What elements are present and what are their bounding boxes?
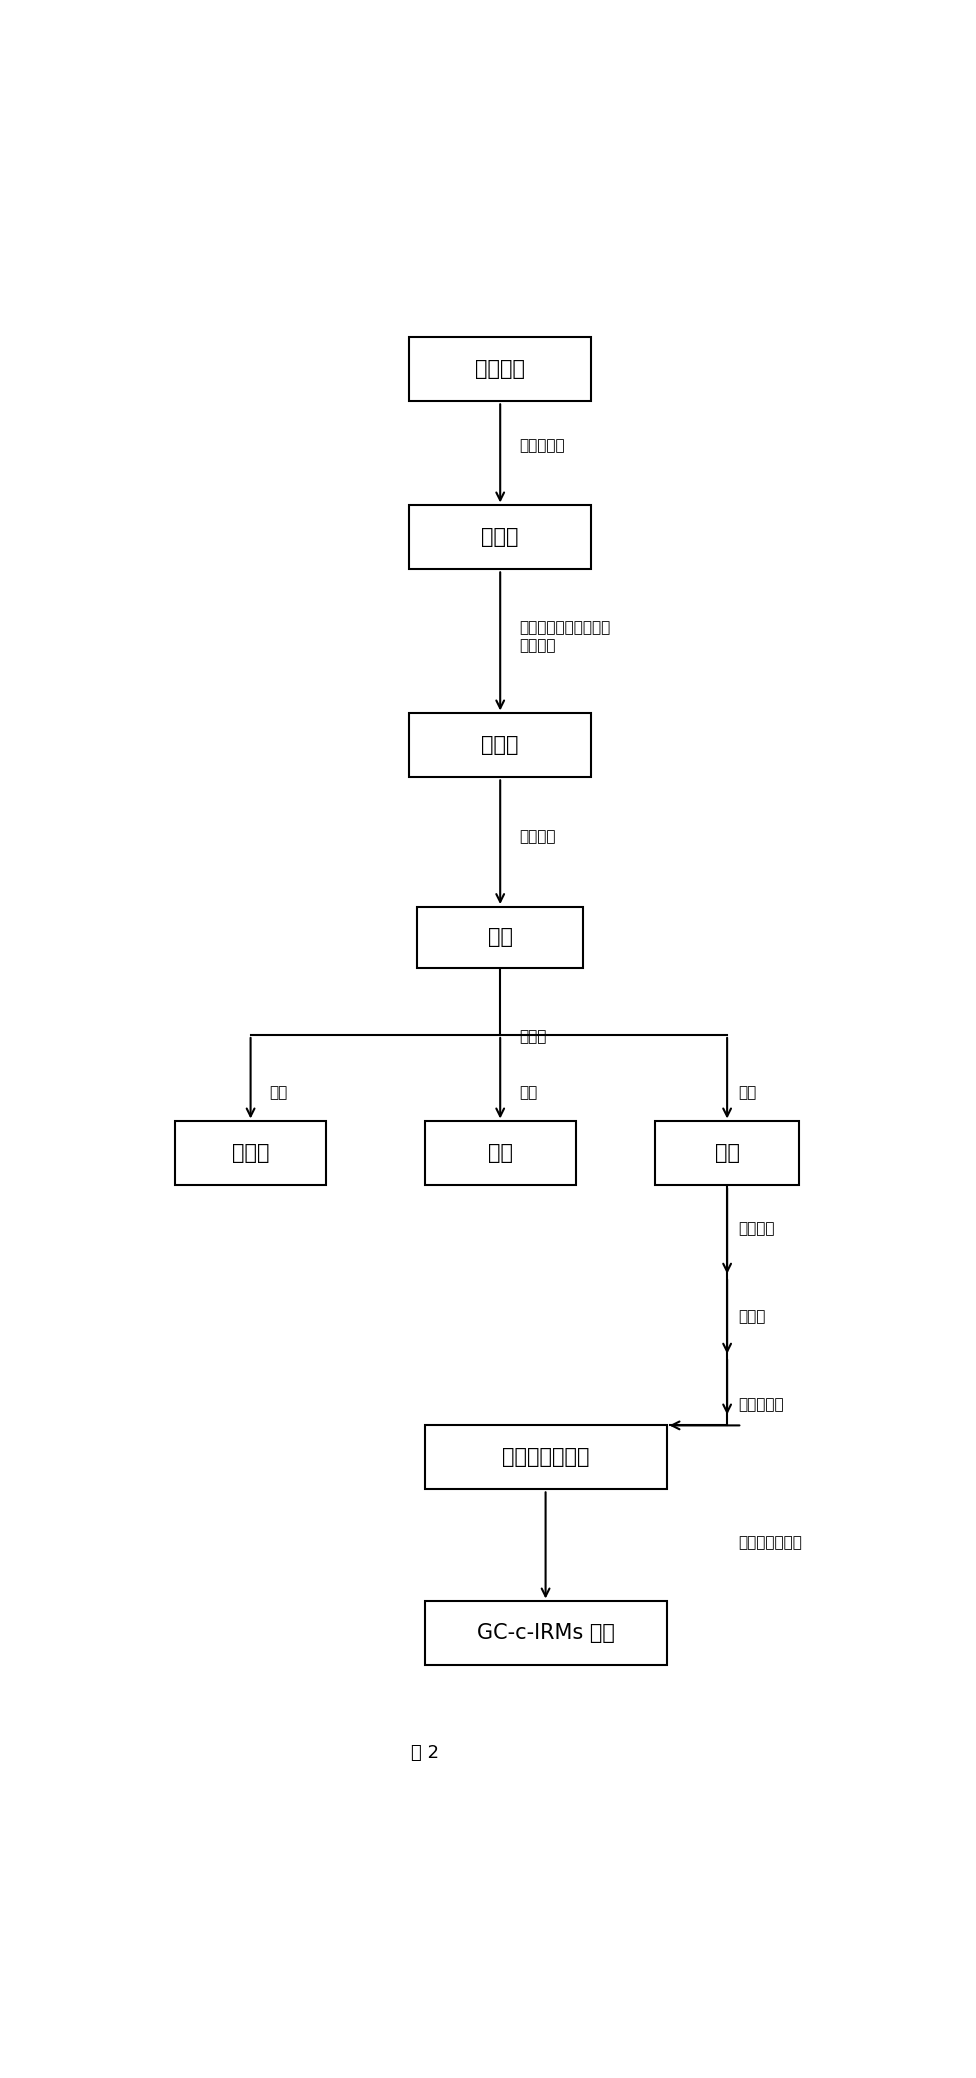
Text: 氯仿相: 氯仿相: [481, 736, 519, 756]
Text: 图 2: 图 2: [411, 1743, 438, 1762]
Text: 上清液: 上清液: [481, 528, 519, 547]
Text: 加柠檬酸缓冲液、氯仿
静置过夜: 加柠檬酸缓冲液、氯仿 静置过夜: [519, 621, 610, 652]
Text: 甲酯化: 甲酯化: [739, 1309, 766, 1324]
Bar: [425, 1426, 667, 1490]
Bar: [410, 505, 591, 569]
Text: 总脂: 总脂: [488, 927, 512, 948]
Text: 正己烷萃取: 正己烷萃取: [739, 1396, 784, 1413]
Text: 磷脂脂肪酸甲酯: 磷脂脂肪酸甲酯: [502, 1448, 590, 1467]
Text: 硅胶柱: 硅胶柱: [519, 1029, 547, 1043]
Text: 氮气吹干: 氮气吹干: [519, 829, 555, 844]
Bar: [425, 1122, 576, 1184]
Text: 甲醇: 甲醇: [739, 1085, 756, 1099]
Text: 土壤样品: 土壤样品: [475, 359, 525, 380]
Text: 糖脂: 糖脂: [488, 1143, 512, 1164]
Text: 中性脂: 中性脂: [232, 1143, 269, 1164]
Bar: [417, 906, 584, 968]
Bar: [655, 1122, 799, 1184]
Bar: [410, 337, 591, 401]
Text: 丙酮: 丙酮: [519, 1085, 538, 1099]
Text: 氯仿: 氯仿: [269, 1085, 288, 1099]
Text: GC-c-IRMs 分析: GC-c-IRMs 分析: [476, 1623, 615, 1644]
Text: 磷脂: 磷脂: [714, 1143, 740, 1164]
Bar: [175, 1122, 326, 1184]
Text: 浸提液提取: 浸提液提取: [519, 438, 565, 453]
Text: 氮气吹干、定容: 氮气吹干、定容: [739, 1536, 802, 1550]
Text: 氮气吹干: 氮气吹干: [739, 1222, 775, 1236]
Bar: [425, 1602, 667, 1664]
Bar: [410, 713, 591, 777]
